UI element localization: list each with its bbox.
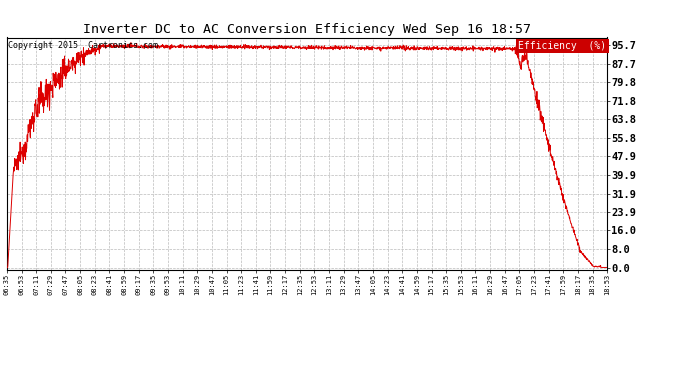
Text: Copyright 2015  Cartronics.com: Copyright 2015 Cartronics.com bbox=[8, 41, 157, 50]
Title: Inverter DC to AC Conversion Efficiency Wed Sep 16 18:57: Inverter DC to AC Conversion Efficiency … bbox=[83, 23, 531, 36]
Text: Efficiency  (%): Efficiency (%) bbox=[518, 41, 607, 51]
